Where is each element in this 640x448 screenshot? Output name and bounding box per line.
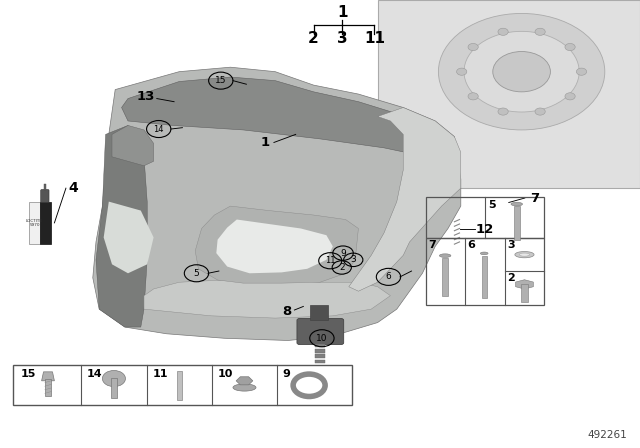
Text: 6: 6	[467, 240, 475, 250]
Polygon shape	[195, 206, 358, 283]
Bar	[315, 349, 325, 353]
Polygon shape	[112, 125, 154, 166]
Circle shape	[498, 28, 508, 35]
Circle shape	[438, 13, 605, 130]
Text: 13: 13	[137, 90, 155, 103]
Text: 5: 5	[194, 269, 199, 278]
Circle shape	[464, 31, 579, 112]
Text: 2: 2	[339, 263, 344, 272]
Circle shape	[468, 93, 478, 100]
Polygon shape	[216, 220, 333, 273]
Text: 10: 10	[218, 369, 233, 379]
Text: 5: 5	[488, 200, 495, 210]
Text: 11: 11	[364, 31, 385, 47]
Text: 10: 10	[316, 334, 328, 343]
Bar	[45, 379, 51, 396]
Text: 12: 12	[476, 223, 494, 236]
FancyBboxPatch shape	[378, 0, 640, 188]
Circle shape	[493, 52, 550, 92]
FancyBboxPatch shape	[41, 190, 49, 202]
Bar	[513, 207, 520, 240]
Bar	[29, 202, 40, 244]
Bar	[521, 284, 527, 302]
Text: 7: 7	[428, 240, 436, 250]
Text: 7: 7	[530, 191, 539, 205]
Bar	[315, 354, 325, 358]
Ellipse shape	[515, 251, 534, 258]
Ellipse shape	[233, 384, 256, 391]
Bar	[442, 258, 449, 296]
Text: 4: 4	[68, 181, 79, 195]
Polygon shape	[93, 67, 461, 340]
Bar	[315, 344, 325, 347]
Text: 9: 9	[340, 249, 346, 258]
Bar	[111, 378, 117, 398]
Polygon shape	[236, 377, 253, 385]
Text: 2: 2	[508, 273, 515, 283]
Circle shape	[102, 370, 125, 387]
Polygon shape	[122, 77, 453, 161]
Text: 6: 6	[386, 272, 391, 281]
Text: 2: 2	[308, 31, 319, 47]
Ellipse shape	[481, 252, 488, 255]
Bar	[177, 371, 182, 400]
Circle shape	[565, 43, 575, 51]
Circle shape	[565, 93, 575, 100]
Bar	[315, 360, 325, 363]
Circle shape	[577, 68, 587, 75]
Text: 1: 1	[261, 136, 270, 149]
Bar	[482, 256, 487, 298]
Text: 1: 1	[337, 5, 348, 21]
Text: 15: 15	[215, 76, 227, 85]
FancyBboxPatch shape	[297, 319, 344, 345]
Bar	[44, 184, 46, 190]
Text: 9: 9	[282, 369, 290, 379]
Text: 8: 8	[282, 305, 291, 318]
Polygon shape	[104, 202, 154, 273]
Text: 3: 3	[351, 255, 356, 264]
Text: 3: 3	[508, 240, 515, 250]
Circle shape	[535, 108, 545, 115]
Bar	[426, 238, 544, 305]
Text: 11: 11	[152, 369, 168, 379]
Polygon shape	[96, 125, 147, 327]
Bar	[310, 305, 328, 320]
Bar	[40, 202, 51, 244]
Ellipse shape	[511, 202, 522, 206]
Polygon shape	[516, 280, 533, 289]
Text: 14: 14	[154, 125, 164, 134]
Bar	[426, 197, 544, 238]
Circle shape	[498, 108, 508, 115]
Text: 15: 15	[21, 369, 36, 379]
Text: 492261: 492261	[588, 430, 627, 440]
Polygon shape	[144, 280, 390, 318]
Circle shape	[456, 68, 467, 75]
Polygon shape	[42, 372, 54, 381]
Ellipse shape	[519, 253, 529, 256]
Circle shape	[468, 43, 478, 51]
Text: 11: 11	[325, 256, 335, 265]
Ellipse shape	[440, 254, 451, 258]
Circle shape	[535, 28, 545, 35]
Text: 3: 3	[337, 31, 348, 47]
Bar	[13, 365, 352, 405]
Text: 14: 14	[87, 369, 102, 379]
Text: LOCTITE
5970: LOCTITE 5970	[26, 219, 43, 227]
Polygon shape	[349, 108, 461, 291]
